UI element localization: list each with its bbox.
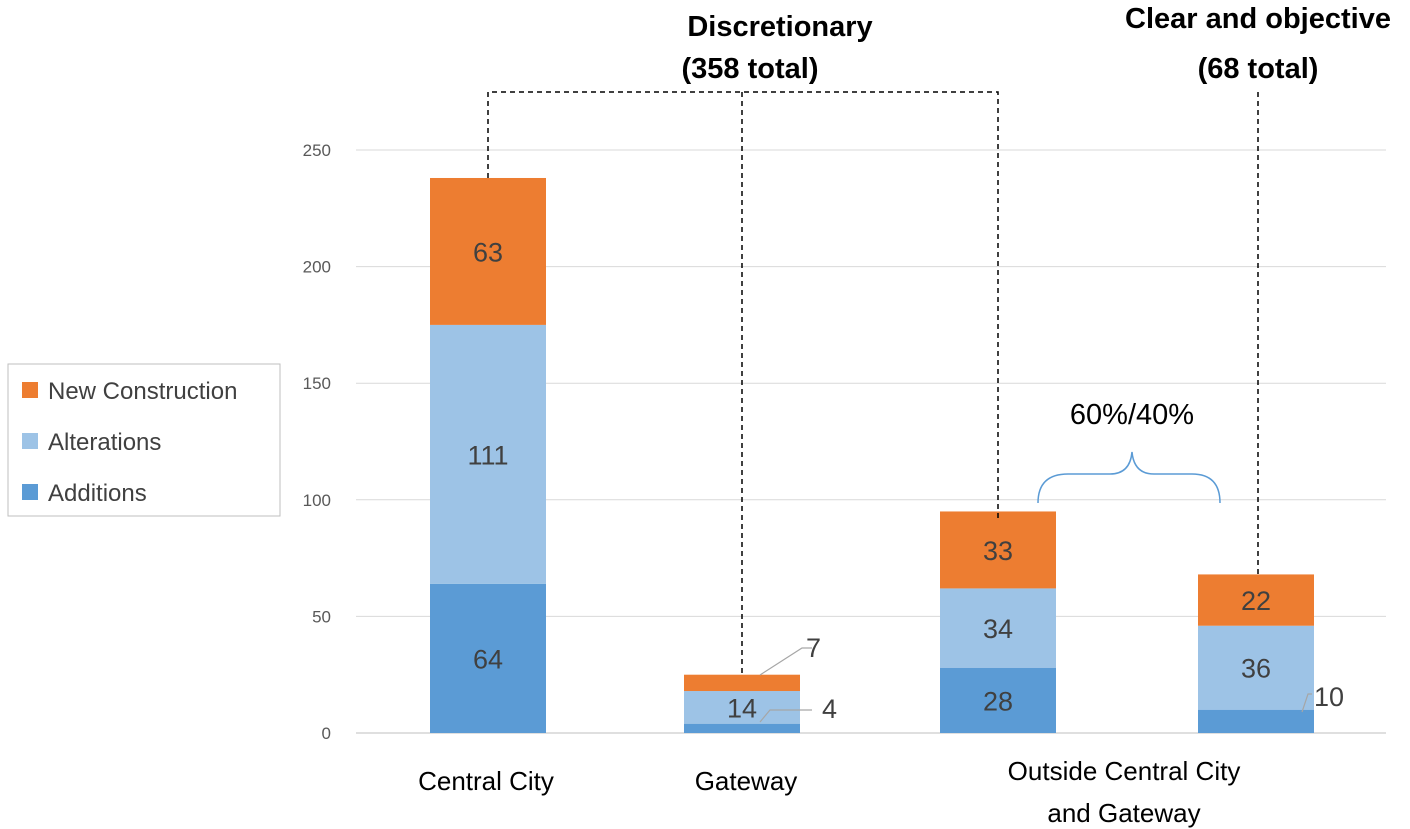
data-label-leader-line: [759, 709, 812, 723]
y-tick-label: 150: [303, 374, 331, 393]
legend-swatch-new-construction: [22, 382, 38, 398]
category-label: Outside Central City: [1008, 756, 1241, 786]
category-labels: Central City Gateway Outside Central City a…: [418, 756, 1240, 828]
annotation-discretionary-title: Discretionary: [687, 11, 872, 43]
data-label: 7: [806, 633, 821, 663]
bar-segment-additions: [430, 583, 546, 733]
annotations: Discretionary (358 total) Clear and obje…: [487, 3, 1391, 676]
legend-swatch-additions: [22, 484, 38, 500]
legend-label-additions: Additions: [48, 480, 147, 507]
discretionary-dashed-connector: [487, 91, 999, 676]
bar-segment-alterations: [1198, 625, 1314, 710]
y-axis-ticks: 0 50 100 150 200 250: [303, 141, 331, 743]
split-brace: [1037, 451, 1221, 504]
data-label: 63: [473, 237, 503, 267]
data-label-leader-line: [759, 647, 812, 676]
legend-label-alterations: Alterations: [48, 429, 161, 456]
annotation-discretionary-total: (358 total): [682, 53, 819, 85]
category-label: Gateway: [695, 766, 798, 796]
bar-segment-additions: [1198, 709, 1314, 733]
data-label: 22: [1241, 586, 1271, 616]
y-tick-label: 200: [303, 258, 331, 277]
data-label: 34: [983, 614, 1013, 644]
legend-box: [7, 363, 281, 517]
data-label: 36: [1241, 654, 1271, 684]
bar-segment-alterations: [684, 691, 800, 724]
bar-segment-new-construction: [940, 511, 1056, 589]
data-label-leader-line: [1301, 693, 1312, 713]
data-label: 111: [467, 440, 508, 470]
category-label: Central City: [418, 766, 554, 796]
y-tick-label: 50: [312, 607, 331, 626]
legend: New Construction Alterations Additions: [7, 363, 281, 517]
bar-segment-additions: [684, 723, 800, 733]
legend-swatch-alterations: [22, 433, 38, 449]
bar-segment-new-construction: [1198, 574, 1314, 626]
data-label: 64: [473, 644, 503, 674]
data-labels: 64 111 63 4 14 7 28 34 33 10 36 22: [467, 237, 1344, 724]
bar-segment-alterations: [940, 588, 1056, 668]
bar-segment-alterations: [430, 324, 546, 584]
y-tick-label: 250: [303, 141, 331, 160]
data-label: 28: [983, 686, 1013, 716]
legend-label-new-construction: New Construction: [48, 378, 237, 405]
bars: [430, 177, 1314, 733]
y-tick-label: 0: [322, 724, 331, 743]
bar-segment-additions: [940, 667, 1056, 733]
data-label: 14: [727, 693, 757, 723]
y-tick-label: 100: [303, 491, 331, 510]
data-label: 10: [1314, 682, 1344, 712]
data-label: 4: [822, 694, 837, 724]
annotation-split-percent: 60%/40%: [1070, 399, 1194, 431]
annotation-clear-objective-title: Clear and objective: [1125, 3, 1391, 35]
bar-segment-new-construction: [430, 177, 546, 325]
category-label: and Gateway: [1047, 798, 1200, 828]
annotation-clear-objective-total: (68 total): [1198, 53, 1319, 85]
data-label: 33: [983, 536, 1013, 566]
bar-segment-new-construction: [684, 674, 800, 692]
